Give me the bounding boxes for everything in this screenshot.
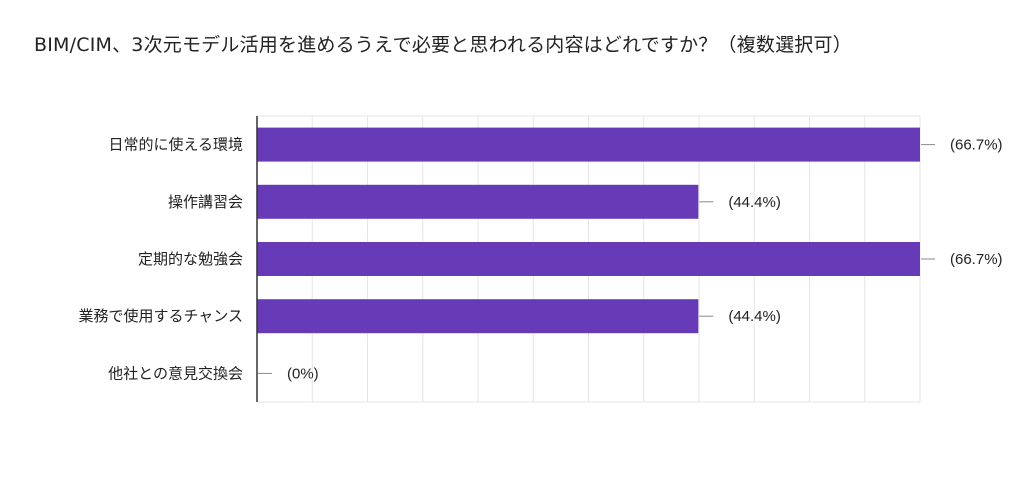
category-label: 操作講習会 (168, 193, 243, 211)
category-label: 定期的な勉強会 (138, 250, 243, 268)
bar (257, 242, 920, 276)
data-label: (44.4%) (728, 194, 781, 211)
data-label: (66.7%) (950, 137, 1003, 154)
data-label: (44.4%) (728, 308, 781, 325)
bar (257, 299, 699, 334)
data-label: (66.7%) (950, 251, 1003, 268)
data-label: (0%) (287, 365, 319, 382)
bar (257, 127, 920, 162)
bar (257, 184, 699, 219)
category-label: 他社との意見交換会 (108, 364, 243, 382)
category-label: 業務で使用するチャンス (78, 307, 243, 325)
chart-title: BIM/CIM、3次元モデル活用を進めるうえで必要と思われる内容はどれですか？（… (34, 34, 852, 56)
category-label: 日常的に使える環境 (108, 136, 243, 154)
